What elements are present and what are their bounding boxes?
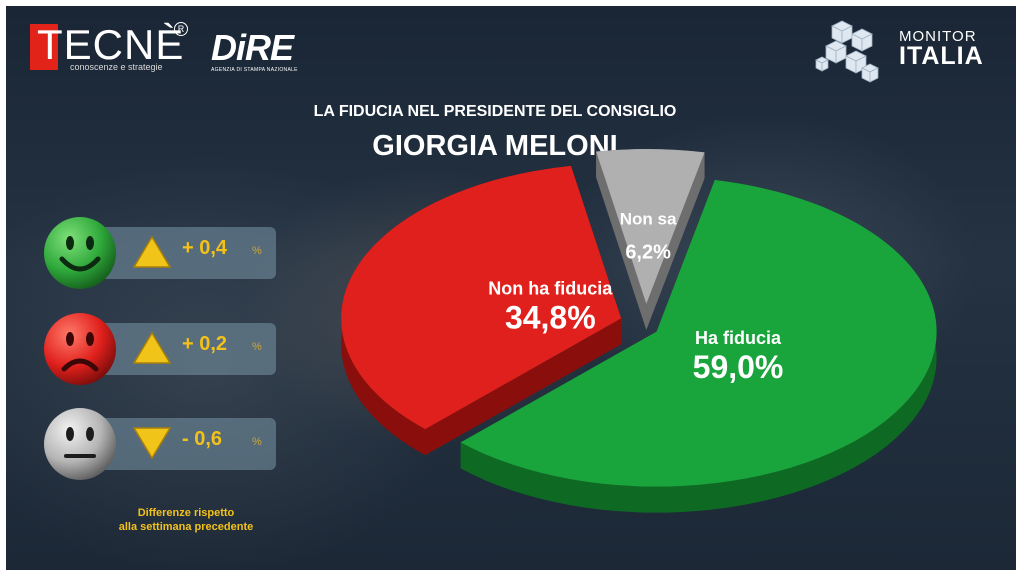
dire-tagline: AGENZIA DI STAMPA NAZIONALE: [211, 67, 298, 73]
monitor-logo-line2: ITALIA: [899, 42, 984, 70]
pie-slice-wall: [425, 165, 622, 456]
happy-face-icon: [44, 217, 116, 289]
chart-title: GIORGIA MELONI: [372, 130, 618, 162]
change-note-line1: Differenze rispetto: [137, 507, 235, 519]
pie-slice-value: 6,2%: [625, 241, 671, 263]
change-unit: %: [252, 436, 262, 448]
tecne-tagline: conoscenze e strategie: [70, 62, 163, 72]
pie-slice-non-sa: [596, 149, 705, 305]
arrow-up-icon: [132, 235, 172, 268]
change-note-line2: alla settimana precedente: [118, 521, 254, 533]
arrow-down-icon: [132, 427, 172, 460]
change-value: - 0,6: [182, 428, 223, 450]
sad-face-icon: [44, 313, 116, 385]
dire-logo: DiRE: [211, 27, 294, 68]
pie-top-layer: [341, 149, 937, 487]
tecne-logo-mark: [30, 24, 58, 70]
change-value: + 0,4: [182, 237, 228, 259]
change-pill: [98, 418, 276, 470]
pie-slice-value: 59,0%: [693, 349, 784, 385]
neutral-face-icon: [44, 408, 116, 480]
slide: TECNÈ R conoscenze e strategie DiRE AGEN…: [6, 6, 1016, 570]
monitor-logo-line1: MONITOR: [899, 28, 977, 45]
change-row-trust: + 0,4 %: [42, 215, 316, 291]
pie-slice-non-ha-fiducia: [341, 165, 622, 430]
pie-slice-side: [460, 180, 937, 513]
monitor-italia-cube-icon: [815, 20, 879, 83]
change-pill: [98, 323, 276, 375]
change-row-no-trust: + 0,2 %: [42, 311, 316, 387]
change-row-dont-know: - 0,6 %: [42, 406, 316, 482]
change-unit: %: [252, 245, 262, 257]
change-unit: %: [252, 341, 262, 353]
change-value: + 0,2: [182, 333, 228, 355]
change-pill: [98, 227, 276, 279]
pie-slice-label: Non sa: [620, 209, 677, 228]
tecne-logo: TECNÈ: [37, 21, 185, 68]
pie-slice-ha-fiducia: [460, 180, 937, 487]
chart-subtitle: LA FIDUCIA NEL PRESIDENTE DEL CONSIGLIO: [313, 103, 677, 120]
pie-slice-wall: [596, 151, 705, 331]
arrow-up-icon: [132, 331, 172, 364]
pie-slice-value: 34,8%: [505, 299, 596, 335]
change-note: Differenze rispetto alla settimana prece…: [86, 506, 286, 534]
pie-slice-label: Ha fiducia: [695, 328, 782, 348]
registered-icon: R: [174, 22, 188, 36]
pie-slice-label: Non ha fiducia: [488, 278, 613, 298]
